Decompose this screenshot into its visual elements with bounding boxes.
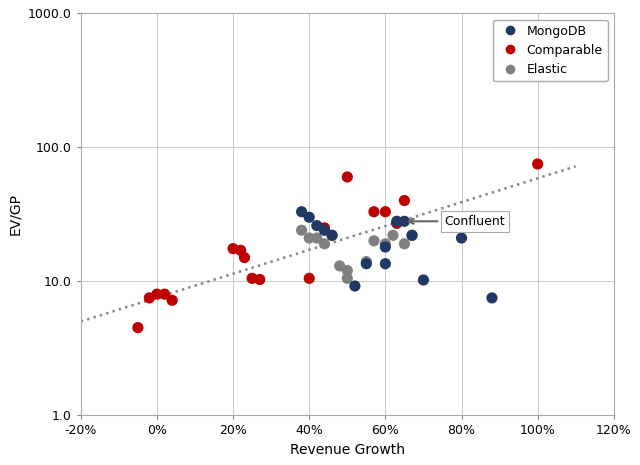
Point [319, 240, 330, 247]
Point [392, 218, 402, 225]
Point [380, 243, 390, 251]
Y-axis label: EV/GP: EV/GP [8, 193, 22, 235]
Point [319, 224, 330, 232]
X-axis label: Revenue Growth: Revenue Growth [290, 443, 404, 457]
Point [327, 232, 337, 239]
Point [399, 197, 410, 204]
Text: Confluent: Confluent [409, 215, 505, 228]
Point [369, 237, 379, 245]
Point [407, 232, 417, 239]
Point [304, 275, 314, 282]
Point [312, 234, 322, 242]
Point [350, 282, 360, 290]
Point [327, 232, 337, 239]
Point [369, 208, 379, 215]
Point [159, 291, 170, 298]
Point [380, 260, 390, 267]
Point [532, 160, 543, 168]
Point [132, 324, 143, 332]
Point [342, 173, 353, 181]
Legend: MongoDB, Comparable, Elastic: MongoDB, Comparable, Elastic [493, 20, 607, 81]
Point [247, 275, 257, 282]
Point [167, 297, 177, 304]
Point [255, 276, 265, 283]
Point [407, 232, 417, 239]
Point [236, 246, 246, 254]
Point [319, 226, 330, 234]
Point [456, 234, 467, 242]
Point [399, 240, 410, 247]
Point [419, 276, 429, 284]
Point [399, 218, 410, 225]
Point [296, 208, 307, 215]
Point [304, 213, 314, 221]
Point [342, 267, 353, 274]
Point [380, 208, 390, 215]
Point [388, 232, 398, 239]
Point [239, 254, 250, 261]
Point [361, 258, 371, 266]
Point [487, 294, 497, 302]
Point [144, 294, 154, 302]
Point [361, 260, 371, 267]
Point [392, 219, 402, 227]
Point [312, 222, 322, 229]
Point [296, 226, 307, 234]
Point [342, 275, 353, 282]
Point [380, 240, 390, 247]
Point [335, 262, 345, 270]
Point [304, 234, 314, 242]
Point [152, 291, 162, 298]
Point [228, 245, 238, 252]
